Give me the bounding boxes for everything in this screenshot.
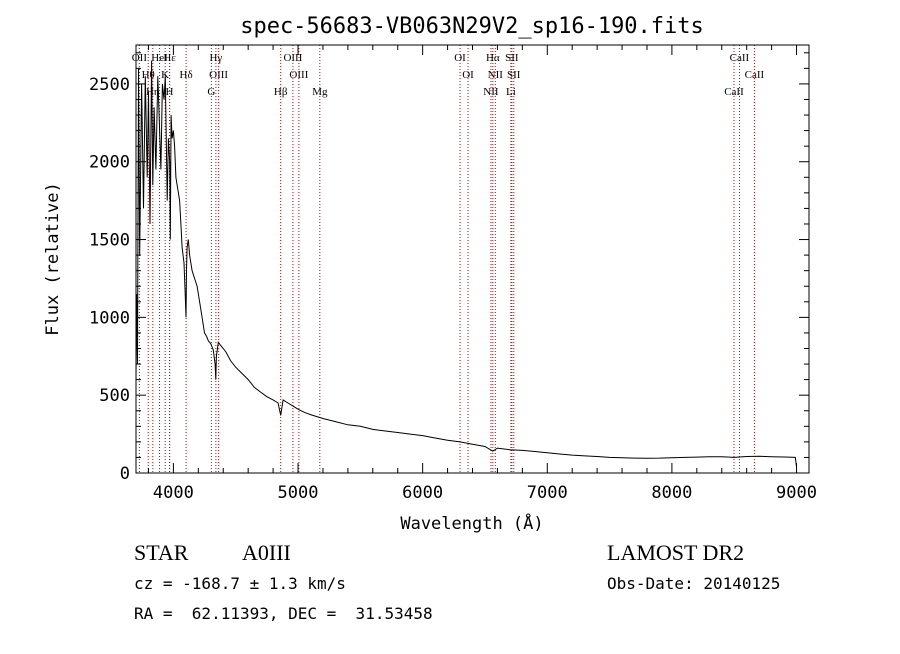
x-tick-label: 7000 bbox=[527, 483, 568, 503]
spectral-line-label: Hε bbox=[163, 52, 176, 64]
y-tick-label: 2000 bbox=[89, 153, 130, 173]
y-tick-label: 1000 bbox=[89, 308, 130, 328]
flux-series-line bbox=[135, 60, 797, 467]
spectral-line-label: Hγ bbox=[209, 52, 222, 64]
ra-dec-coordinates: RA = 62.11393, DEC = 31.53458 bbox=[134, 604, 433, 623]
spectral-line-labels: OIIHθHηHeIKHHεHδGHγOIIIHβOIIIOIIIMgOIOIN… bbox=[132, 52, 765, 98]
spectral-line-label: OI bbox=[462, 69, 474, 81]
spectral-line-markers bbox=[138, 45, 755, 473]
object-subclass: A0III bbox=[242, 540, 291, 565]
x-tick-label: 8000 bbox=[651, 483, 692, 503]
axis-tick-labels: 4000 5000 6000 7000 8000 9000 0 500 1000 1500 2000… bbox=[89, 75, 817, 503]
y-tick-label: 500 bbox=[99, 386, 130, 406]
x-axis-label: Wavelength (Å) bbox=[400, 512, 543, 534]
chart-title: spec-56683-VB063N29V2_sp16-190.fits bbox=[240, 14, 704, 39]
spectral-line-label: Hη bbox=[146, 86, 160, 98]
plot-frame bbox=[135, 44, 810, 474]
spectral-line-label: Mg bbox=[312, 86, 328, 98]
observation-date: Obs-Date: 20140125 bbox=[607, 574, 781, 593]
spectral-line-label: Hδ bbox=[180, 69, 193, 81]
axis-ticks bbox=[136, 45, 809, 474]
spectral-line-label: NII bbox=[488, 69, 504, 81]
spectral-line-label: CaII bbox=[730, 52, 750, 64]
spectral-line-label: Li bbox=[506, 86, 516, 98]
redshift-velocity: cz = -168.7 ± 1.3 km/s bbox=[134, 574, 346, 593]
spectral-line-label: Hθ bbox=[142, 69, 155, 81]
x-tick-label: 9000 bbox=[776, 483, 817, 503]
spectral-line-label: OIII bbox=[209, 69, 228, 81]
spectral-line-label: K bbox=[161, 69, 169, 81]
spectral-line-label: OII bbox=[132, 52, 148, 64]
spectral-line-label: SII bbox=[507, 69, 521, 81]
y-tick-label: 0 bbox=[120, 464, 130, 484]
x-tick-label: 5000 bbox=[278, 483, 319, 503]
y-tick-label: 1500 bbox=[89, 231, 130, 251]
spectral-line-label: OI bbox=[454, 52, 466, 64]
spectral-line-label: G bbox=[207, 86, 215, 98]
x-tick-label: 6000 bbox=[402, 483, 443, 503]
spectral-line-label: OIII bbox=[283, 52, 302, 64]
spectral-line-label: CaII bbox=[745, 69, 765, 81]
spectral-line-label: OIII bbox=[289, 69, 308, 81]
object-class: STAR bbox=[134, 540, 189, 565]
spectral-line-label: Hβ bbox=[274, 86, 288, 98]
spectral-line-label: NII bbox=[483, 86, 499, 98]
spectral-line-label: SII bbox=[505, 52, 519, 64]
spectral-line-label: Hα bbox=[486, 52, 500, 64]
y-axis-label: Flux (relative) bbox=[43, 182, 63, 336]
x-tick-label: 4000 bbox=[153, 483, 194, 503]
spectral-line-label: HeI bbox=[151, 52, 168, 64]
y-tick-label: 2500 bbox=[89, 75, 130, 95]
spectral-line-label: H bbox=[166, 86, 174, 98]
survey-name: LAMOST DR2 bbox=[607, 540, 745, 565]
spectral-line-label: CaII bbox=[724, 86, 744, 98]
